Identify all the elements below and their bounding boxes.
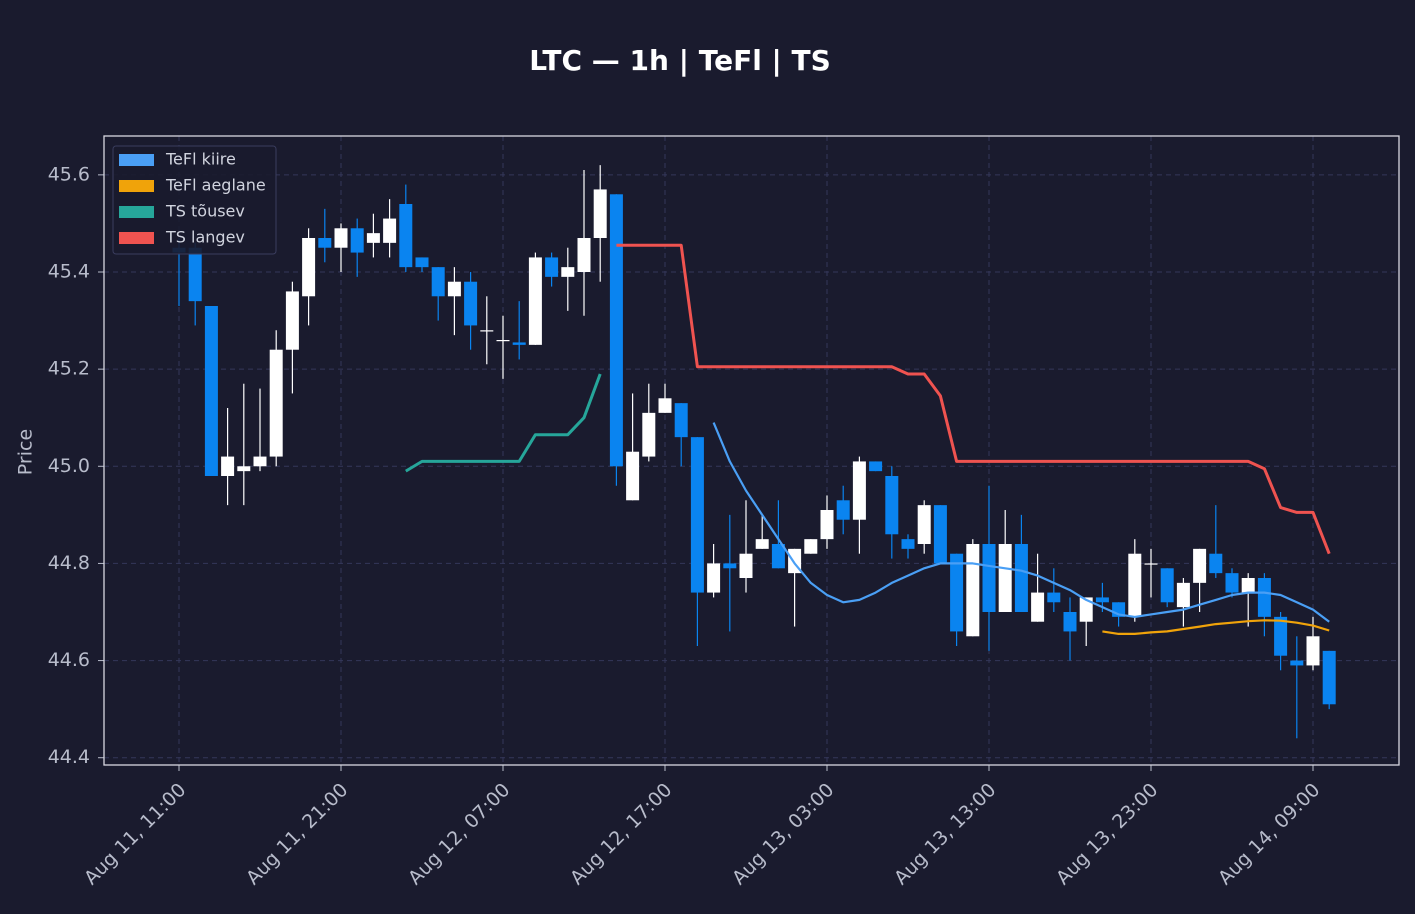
candle-body	[1128, 553, 1142, 617]
y-tick-label: 45.6	[48, 163, 90, 185]
indicator-line	[616, 243, 1331, 555]
candle-body	[528, 257, 542, 345]
candle-body	[512, 342, 526, 345]
candle-body	[658, 398, 672, 413]
candle-body	[1322, 650, 1336, 705]
candle-body	[1144, 563, 1158, 565]
candle-body	[383, 218, 397, 243]
candle-body	[399, 204, 413, 268]
candle-body	[366, 233, 380, 243]
legend-label: TS langev	[165, 228, 245, 247]
candle-body	[1241, 578, 1255, 593]
candle-body	[1160, 568, 1174, 603]
candle-body	[771, 544, 785, 569]
plot-frame	[103, 135, 1400, 766]
legend-label: TeFl aeglane	[165, 176, 266, 195]
candle-body	[820, 510, 834, 540]
candle-body	[804, 539, 818, 554]
candle-body	[1014, 544, 1028, 612]
candle-body	[933, 505, 947, 564]
candle-body	[464, 281, 478, 326]
indicator-line	[405, 373, 602, 473]
candle-body	[447, 281, 461, 297]
candle-body	[1274, 616, 1288, 656]
candle-body	[431, 267, 445, 297]
candle-body	[253, 456, 267, 467]
legend-label: TS tõusev	[165, 202, 245, 221]
candle-body	[237, 466, 251, 472]
candle-body	[723, 563, 737, 569]
y-tick-label: 45.0	[48, 455, 90, 477]
candle-body	[1290, 660, 1304, 666]
legend-swatch	[119, 232, 154, 244]
candle-body	[950, 553, 964, 632]
candle-body	[869, 461, 883, 472]
candle-body	[1306, 636, 1320, 666]
legend-swatch	[119, 206, 154, 218]
candle-body	[1257, 578, 1271, 617]
candle-body	[966, 544, 980, 637]
candle-body	[318, 238, 332, 248]
candle-body	[1176, 582, 1190, 608]
candle-body	[707, 563, 721, 593]
candle-body	[285, 291, 299, 350]
candle-body	[998, 544, 1012, 612]
chart-title: LTC — 1h | TeFl | TS	[529, 44, 831, 77]
indicator-line	[712, 422, 1330, 623]
candle-body	[674, 403, 688, 438]
legend-swatch	[119, 180, 154, 192]
legend-label: TeFl kiire	[165, 150, 236, 169]
candle-body	[350, 228, 364, 253]
y-tick-label: 45.4	[48, 261, 90, 283]
candle-body	[593, 189, 607, 238]
candle-body	[577, 238, 591, 272]
candle-body	[885, 476, 899, 535]
candle-body	[609, 194, 623, 467]
candle-body	[1193, 548, 1207, 583]
y-tick-label: 44.8	[48, 552, 90, 574]
legend-box	[112, 145, 277, 255]
candle-body	[221, 456, 235, 476]
candle-body	[1095, 597, 1109, 603]
candle-body	[739, 553, 753, 578]
candle-body	[480, 330, 494, 332]
candle-body	[1031, 592, 1045, 622]
candle-body	[496, 340, 510, 342]
y-tick-label: 44.4	[48, 746, 90, 768]
y-tick-label: 45.2	[48, 358, 90, 380]
indicator-line	[1102, 619, 1330, 635]
candle-body	[1225, 573, 1239, 593]
candle-body	[561, 267, 575, 277]
candle-body	[917, 505, 931, 544]
candle-body	[690, 437, 704, 593]
candle-body	[415, 257, 429, 268]
candle-body	[269, 349, 283, 457]
y-tick-label: 44.6	[48, 649, 90, 671]
candle-body	[334, 228, 348, 248]
candle-body	[302, 238, 316, 297]
candle-body	[755, 539, 769, 549]
candle-body	[982, 544, 996, 612]
candle-body	[852, 461, 866, 520]
candle-body	[836, 500, 850, 520]
candle-body	[642, 412, 656, 457]
candle-body	[1047, 592, 1061, 603]
candle-body	[1079, 597, 1093, 622]
candle-body	[188, 247, 202, 302]
candle-body	[1063, 612, 1077, 632]
legend-swatch	[119, 154, 154, 166]
candle-body	[626, 451, 640, 501]
candle-body	[901, 539, 915, 549]
candle-body	[1209, 553, 1223, 574]
candle-body	[545, 257, 559, 277]
candle-body	[204, 306, 218, 476]
y-axis-label: Price	[15, 429, 37, 475]
